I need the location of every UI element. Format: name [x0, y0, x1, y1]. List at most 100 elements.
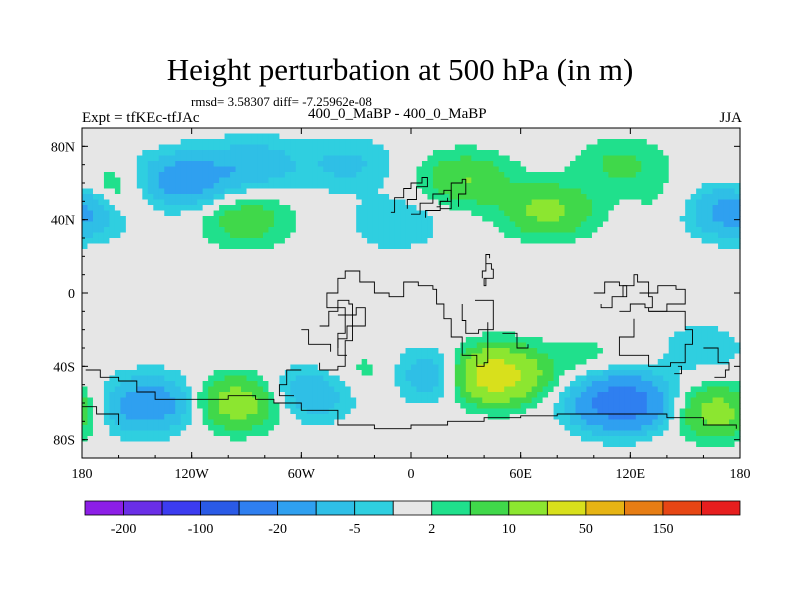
- contour-cell: [219, 260, 226, 267]
- contour-cell: [701, 265, 708, 272]
- contour-cell: [652, 287, 659, 294]
- contour-cell: [509, 238, 516, 245]
- contour-cell: [383, 287, 390, 294]
- contour-cell: [334, 150, 341, 157]
- contour-cell: [427, 337, 434, 344]
- contour-cell: [350, 315, 357, 322]
- contour-cell: [306, 205, 313, 212]
- contour-cell: [411, 177, 418, 184]
- contour-cell: [180, 293, 187, 300]
- contour-cell: [734, 150, 741, 157]
- contour-cell: [164, 287, 171, 294]
- contour-cell: [465, 216, 472, 223]
- contour-cell: [180, 150, 187, 157]
- contour-cell: [213, 238, 220, 245]
- contour-cell: [114, 139, 121, 146]
- contour-cell: [323, 331, 330, 338]
- contour-cell: [136, 271, 143, 278]
- contour-cell: [345, 293, 352, 300]
- contour-cell: [421, 221, 429, 228]
- contour-cell: [312, 320, 319, 327]
- contour-cell: [460, 353, 467, 360]
- contour-cell: [526, 183, 533, 190]
- contour-cell: [580, 194, 588, 201]
- contour-cell: [213, 298, 220, 305]
- contour-cell: [613, 188, 620, 195]
- contour-cell: [197, 232, 204, 239]
- contour-cell: [213, 161, 220, 168]
- contour-cell: [323, 166, 330, 173]
- contour-cell: [345, 139, 352, 146]
- contour-cell: [120, 150, 127, 157]
- contour-cell: [421, 155, 429, 162]
- contour-cell: [432, 139, 440, 146]
- contour-cell: [186, 216, 193, 223]
- contour-cell: [219, 342, 226, 349]
- contour-cell: [537, 210, 544, 217]
- contour-cell: [295, 254, 302, 261]
- contour-cell: [718, 293, 725, 300]
- contour-cell: [624, 309, 631, 316]
- contour-cell: [147, 150, 154, 157]
- contour-cell: [378, 276, 385, 283]
- contour-cell: [202, 331, 209, 338]
- contour-cell: [334, 188, 341, 195]
- contour-cell: [208, 293, 215, 300]
- contour-cell: [394, 199, 401, 206]
- contour-cell: [153, 271, 160, 278]
- contour-cell: [180, 309, 187, 316]
- contour-cell: [531, 293, 538, 300]
- contour-cell: [679, 265, 686, 272]
- contour-cell: [169, 293, 176, 300]
- contour-cell: [383, 342, 390, 349]
- contour-cell: [246, 188, 253, 195]
- contour-cell: [361, 249, 368, 256]
- contour-cell: [202, 287, 209, 294]
- contour-cell: [619, 221, 626, 228]
- contour-cell: [411, 128, 418, 135]
- contour-cell: [438, 194, 445, 201]
- contour-cell: [120, 221, 127, 228]
- contour-cell: [685, 243, 692, 250]
- contour-cell: [668, 260, 675, 267]
- contour-cell: [405, 271, 412, 278]
- contour-cell: [482, 287, 489, 294]
- contour-cell: [131, 315, 138, 322]
- contour-cell: [432, 205, 440, 212]
- contour-cell: [531, 172, 538, 179]
- contour-cell: [586, 144, 593, 151]
- contour-cell: [460, 227, 467, 234]
- contour-cell: [591, 331, 599, 338]
- contour-cell: [701, 139, 708, 146]
- contour-cell: [482, 309, 489, 316]
- contour-cell: [586, 133, 593, 140]
- contour-cell: [575, 337, 582, 344]
- contour-cell: [723, 309, 730, 316]
- contour-cell: [449, 276, 456, 283]
- contour-cell: [641, 320, 648, 327]
- contour-cell: [219, 183, 226, 190]
- contour-cell: [602, 166, 609, 173]
- contour-cell: [542, 150, 549, 157]
- contour-cell: [493, 298, 500, 305]
- contour-cell: [465, 188, 472, 195]
- contour-cell: [646, 304, 653, 311]
- contour-cell: [262, 210, 270, 217]
- contour-cell: [707, 271, 714, 278]
- contour-cell: [471, 282, 478, 289]
- contour-cell: [630, 177, 637, 184]
- contour-cell: [301, 342, 308, 349]
- contour-cell: [230, 166, 237, 173]
- contour-cell: [279, 326, 286, 333]
- contour-cell: [564, 221, 571, 228]
- contour-cell: [663, 194, 670, 201]
- contour-cell: [251, 243, 259, 250]
- contour-cell: [350, 320, 357, 327]
- contour-cell: [279, 161, 286, 168]
- contour-cell: [641, 166, 648, 173]
- contour-cell: [317, 298, 324, 305]
- contour-cell: [454, 249, 461, 256]
- contour-cell: [635, 172, 642, 179]
- contour-cell: [295, 304, 302, 311]
- contour-cell: [339, 243, 346, 250]
